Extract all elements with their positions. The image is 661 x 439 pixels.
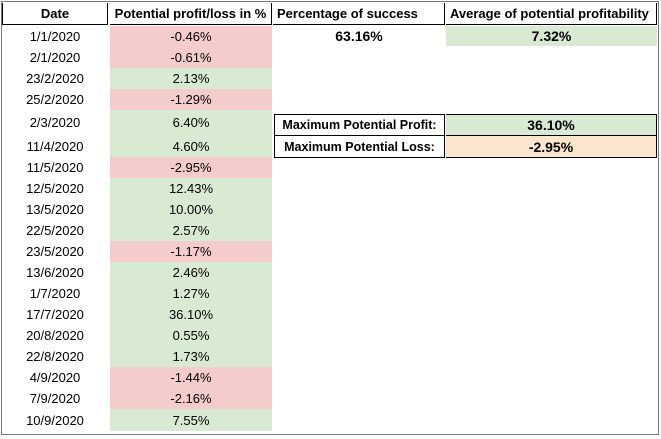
row-date[interactable]: 17/7/2020 [26,307,84,322]
row-profit-loss[interactable]: 0.55% [110,325,272,346]
row-date[interactable]: 7/9/2020 [29,391,81,406]
row-profit-loss[interactable]: 2.57% [110,220,272,241]
average-value[interactable]: 7.32% [446,26,657,46]
max-profit-label[interactable]: Maximum Potential Profit: [274,114,445,136]
max-loss-label[interactable]: Maximum Potential Loss: [274,136,445,158]
success-value[interactable]: 63.16% [335,28,383,44]
row-profit-loss[interactable]: 6.40% [110,110,272,135]
row-date[interactable]: 23/2/2020 [26,71,84,86]
row-date[interactable]: 23/5/2020 [26,244,84,259]
row-date[interactable]: 12/5/2020 [26,181,84,196]
row-profit-loss[interactable]: 12.43% [110,178,272,199]
header-success[interactable]: Percentage of success [273,3,445,25]
row-profit-loss[interactable]: 10.00% [110,199,272,220]
row-date[interactable]: 13/5/2020 [26,202,84,217]
row-profit-loss[interactable]: 4.60% [110,135,272,157]
row-profit-loss[interactable]: -2.95% [110,157,272,178]
row-profit-loss[interactable]: -1.17% [110,241,272,262]
row-profit-loss[interactable]: 1.73% [110,346,272,367]
row-profit-loss[interactable]: -1.44% [110,367,272,388]
row-profit-loss[interactable]: 2.13% [110,68,272,89]
row-profit-loss[interactable]: -1.29% [110,89,272,110]
header-average[interactable]: Average of potential profitability [446,3,657,25]
row-profit-loss[interactable]: 2.46% [110,262,272,283]
row-profit-loss[interactable]: -0.46% [110,26,272,47]
row-profit-loss[interactable]: -2.16% [110,388,272,409]
header-profit-loss[interactable]: Potential profit/loss in % [110,3,272,25]
row-date[interactable]: 2/3/2020 [29,115,81,130]
row-profit-loss[interactable]: 1.27% [110,283,272,304]
row-date[interactable]: 4/9/2020 [29,370,81,385]
row-date[interactable]: 20/8/2020 [26,328,84,343]
row-profit-loss[interactable]: 7.55% [110,409,272,431]
row-date[interactable]: 25/2/2020 [26,92,84,107]
row-profit-loss[interactable]: -0.61% [110,47,272,68]
row-date[interactable]: 1/1/2020 [29,29,81,44]
header-date[interactable]: Date [2,3,108,25]
row-date[interactable]: 13/6/2020 [26,265,84,280]
row-date[interactable]: 10/9/2020 [26,412,84,428]
max-loss-value[interactable]: -2.95% [446,136,657,158]
row-date[interactable]: 22/5/2020 [26,223,84,238]
row-date[interactable]: 22/8/2020 [26,349,84,364]
row-date[interactable]: 11/4/2020 [26,138,84,154]
row-date[interactable]: 2/1/2020 [29,50,81,65]
max-profit-value[interactable]: 36.10% [446,114,657,136]
row-profit-loss[interactable]: 36.10% [110,304,272,325]
row-date[interactable]: 1/7/2020 [29,286,81,301]
row-date[interactable]: 11/5/2020 [26,160,84,175]
